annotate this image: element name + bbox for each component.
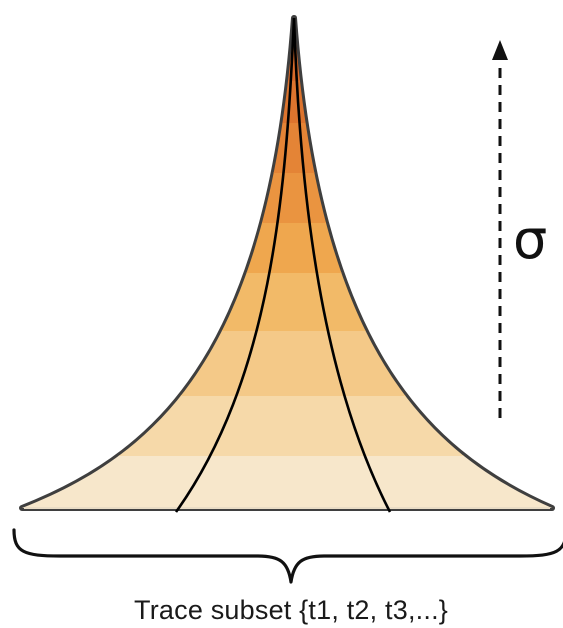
sigma-arrow-head-icon xyxy=(492,40,508,60)
density-band xyxy=(22,272,552,331)
trace-line-left xyxy=(174,17,296,513)
density-band xyxy=(22,222,552,273)
subset-brace-icon xyxy=(12,528,563,584)
density-band xyxy=(22,455,552,508)
trace-subset-caption: Trace subset {t1, t2, t3,...} xyxy=(134,595,448,625)
sigma-label: σ xyxy=(513,208,547,271)
density-band xyxy=(22,122,552,173)
trace-line-right xyxy=(292,17,392,513)
density-band xyxy=(22,330,552,396)
density-band xyxy=(22,18,552,81)
density-band xyxy=(22,395,552,456)
density-bands xyxy=(22,18,552,508)
